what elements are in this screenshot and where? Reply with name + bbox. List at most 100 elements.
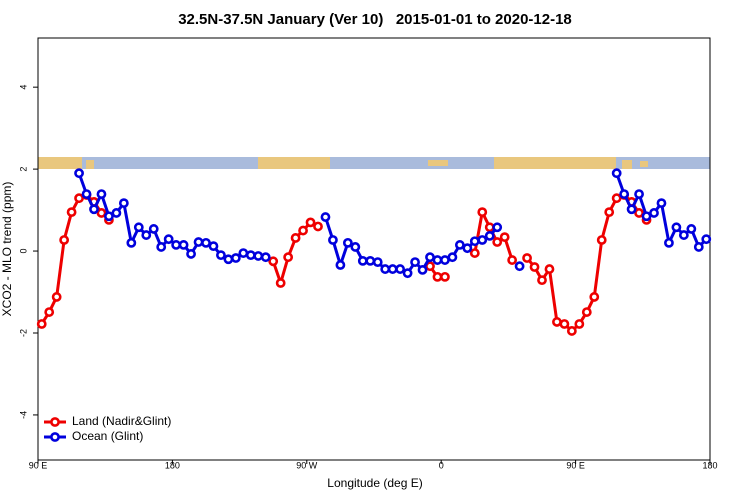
data-point xyxy=(59,235,70,245)
data-point xyxy=(581,307,592,317)
data-point xyxy=(260,252,271,263)
data-point xyxy=(66,207,77,218)
data-point xyxy=(201,237,211,248)
data-point xyxy=(96,189,107,199)
data-point xyxy=(51,292,62,302)
data-point xyxy=(372,257,383,268)
data-point xyxy=(522,253,532,263)
data-point xyxy=(283,252,294,263)
data-point xyxy=(133,222,144,233)
data-point xyxy=(574,319,585,329)
data-point xyxy=(208,241,219,252)
data-point xyxy=(634,189,644,199)
data-point xyxy=(193,237,204,247)
y-axis-label: XCO2 - MLO trend (ppm) xyxy=(0,182,14,317)
data-point xyxy=(253,251,264,261)
data-point xyxy=(230,253,241,263)
data-point xyxy=(641,211,652,222)
data-point xyxy=(649,208,659,218)
legend-label: Ocean (Glint) xyxy=(72,429,143,443)
data-point xyxy=(268,256,279,267)
data-point xyxy=(357,255,368,266)
data-point xyxy=(664,237,674,248)
x-tick-label: 180 xyxy=(165,460,180,470)
data-point xyxy=(544,264,555,274)
data-point xyxy=(619,189,630,199)
data-point xyxy=(447,252,458,263)
data-point xyxy=(596,235,607,245)
data-point xyxy=(440,271,450,282)
data-point xyxy=(693,242,704,252)
legend-marker xyxy=(50,432,60,442)
data-point xyxy=(432,255,443,265)
data-point xyxy=(611,193,622,204)
y-tick-label: 0 xyxy=(18,249,28,254)
legend-label: Land (Nadir&Glint) xyxy=(72,414,171,428)
x-tick-label: 90 W xyxy=(296,460,318,470)
data-point xyxy=(335,260,346,270)
data-point xyxy=(425,252,435,263)
data-point xyxy=(111,208,122,218)
land-ocean-strip xyxy=(38,157,710,169)
data-point xyxy=(678,230,689,240)
data-point xyxy=(36,319,47,329)
data-point xyxy=(417,264,428,275)
data-point xyxy=(387,264,398,274)
data-point xyxy=(656,198,667,209)
data-point xyxy=(298,225,308,236)
data-point xyxy=(365,255,376,266)
data-point xyxy=(141,230,152,240)
x-tick-label: 180 xyxy=(702,460,717,470)
data-point xyxy=(290,233,301,243)
data-point xyxy=(634,208,644,218)
data-point xyxy=(245,250,256,261)
y-tick-label: 4 xyxy=(18,85,28,90)
chart-title: 32.5N-37.5N January (Ver 10) 2015-01-01 … xyxy=(178,11,572,28)
data-point xyxy=(529,262,540,272)
y-tick-label: -2 xyxy=(18,329,28,337)
data-point xyxy=(671,222,682,233)
data-point xyxy=(118,198,129,209)
data-point xyxy=(440,255,450,265)
data-point xyxy=(320,212,331,222)
data-point xyxy=(223,254,234,265)
data-point xyxy=(342,237,353,248)
data-point xyxy=(537,275,547,286)
data-point xyxy=(559,319,570,329)
data-point xyxy=(74,168,84,179)
y-tick-label: -4 xyxy=(18,411,28,419)
data-point xyxy=(402,268,413,279)
plot-frame xyxy=(37,37,711,461)
data-point xyxy=(410,257,420,268)
data-point xyxy=(328,235,338,245)
x-axis-label: Longitude (deg E) xyxy=(327,476,422,490)
data-point xyxy=(499,232,510,243)
data-point xyxy=(81,189,92,199)
x-tick-label: 90 E xyxy=(29,460,48,470)
legend-marker xyxy=(50,417,60,427)
y-tick-label: 2 xyxy=(18,167,28,172)
data-point xyxy=(238,248,249,258)
data-point xyxy=(171,240,182,250)
data-point xyxy=(604,207,615,218)
series xyxy=(74,168,712,279)
data-point xyxy=(477,235,488,245)
data-point xyxy=(163,234,174,245)
data-point xyxy=(701,234,712,245)
data-point xyxy=(484,230,495,241)
data-point xyxy=(492,237,503,247)
data-point xyxy=(313,221,323,232)
data-point xyxy=(104,211,114,222)
data-point xyxy=(148,224,159,234)
data-point xyxy=(275,278,286,288)
data-point xyxy=(178,240,189,250)
data-point xyxy=(686,224,697,234)
data-point xyxy=(126,237,137,248)
series-line xyxy=(271,220,319,288)
data-point xyxy=(380,264,391,274)
data-point xyxy=(432,271,443,282)
data-point xyxy=(74,193,84,204)
data-point xyxy=(216,250,226,261)
data-point xyxy=(469,236,480,247)
